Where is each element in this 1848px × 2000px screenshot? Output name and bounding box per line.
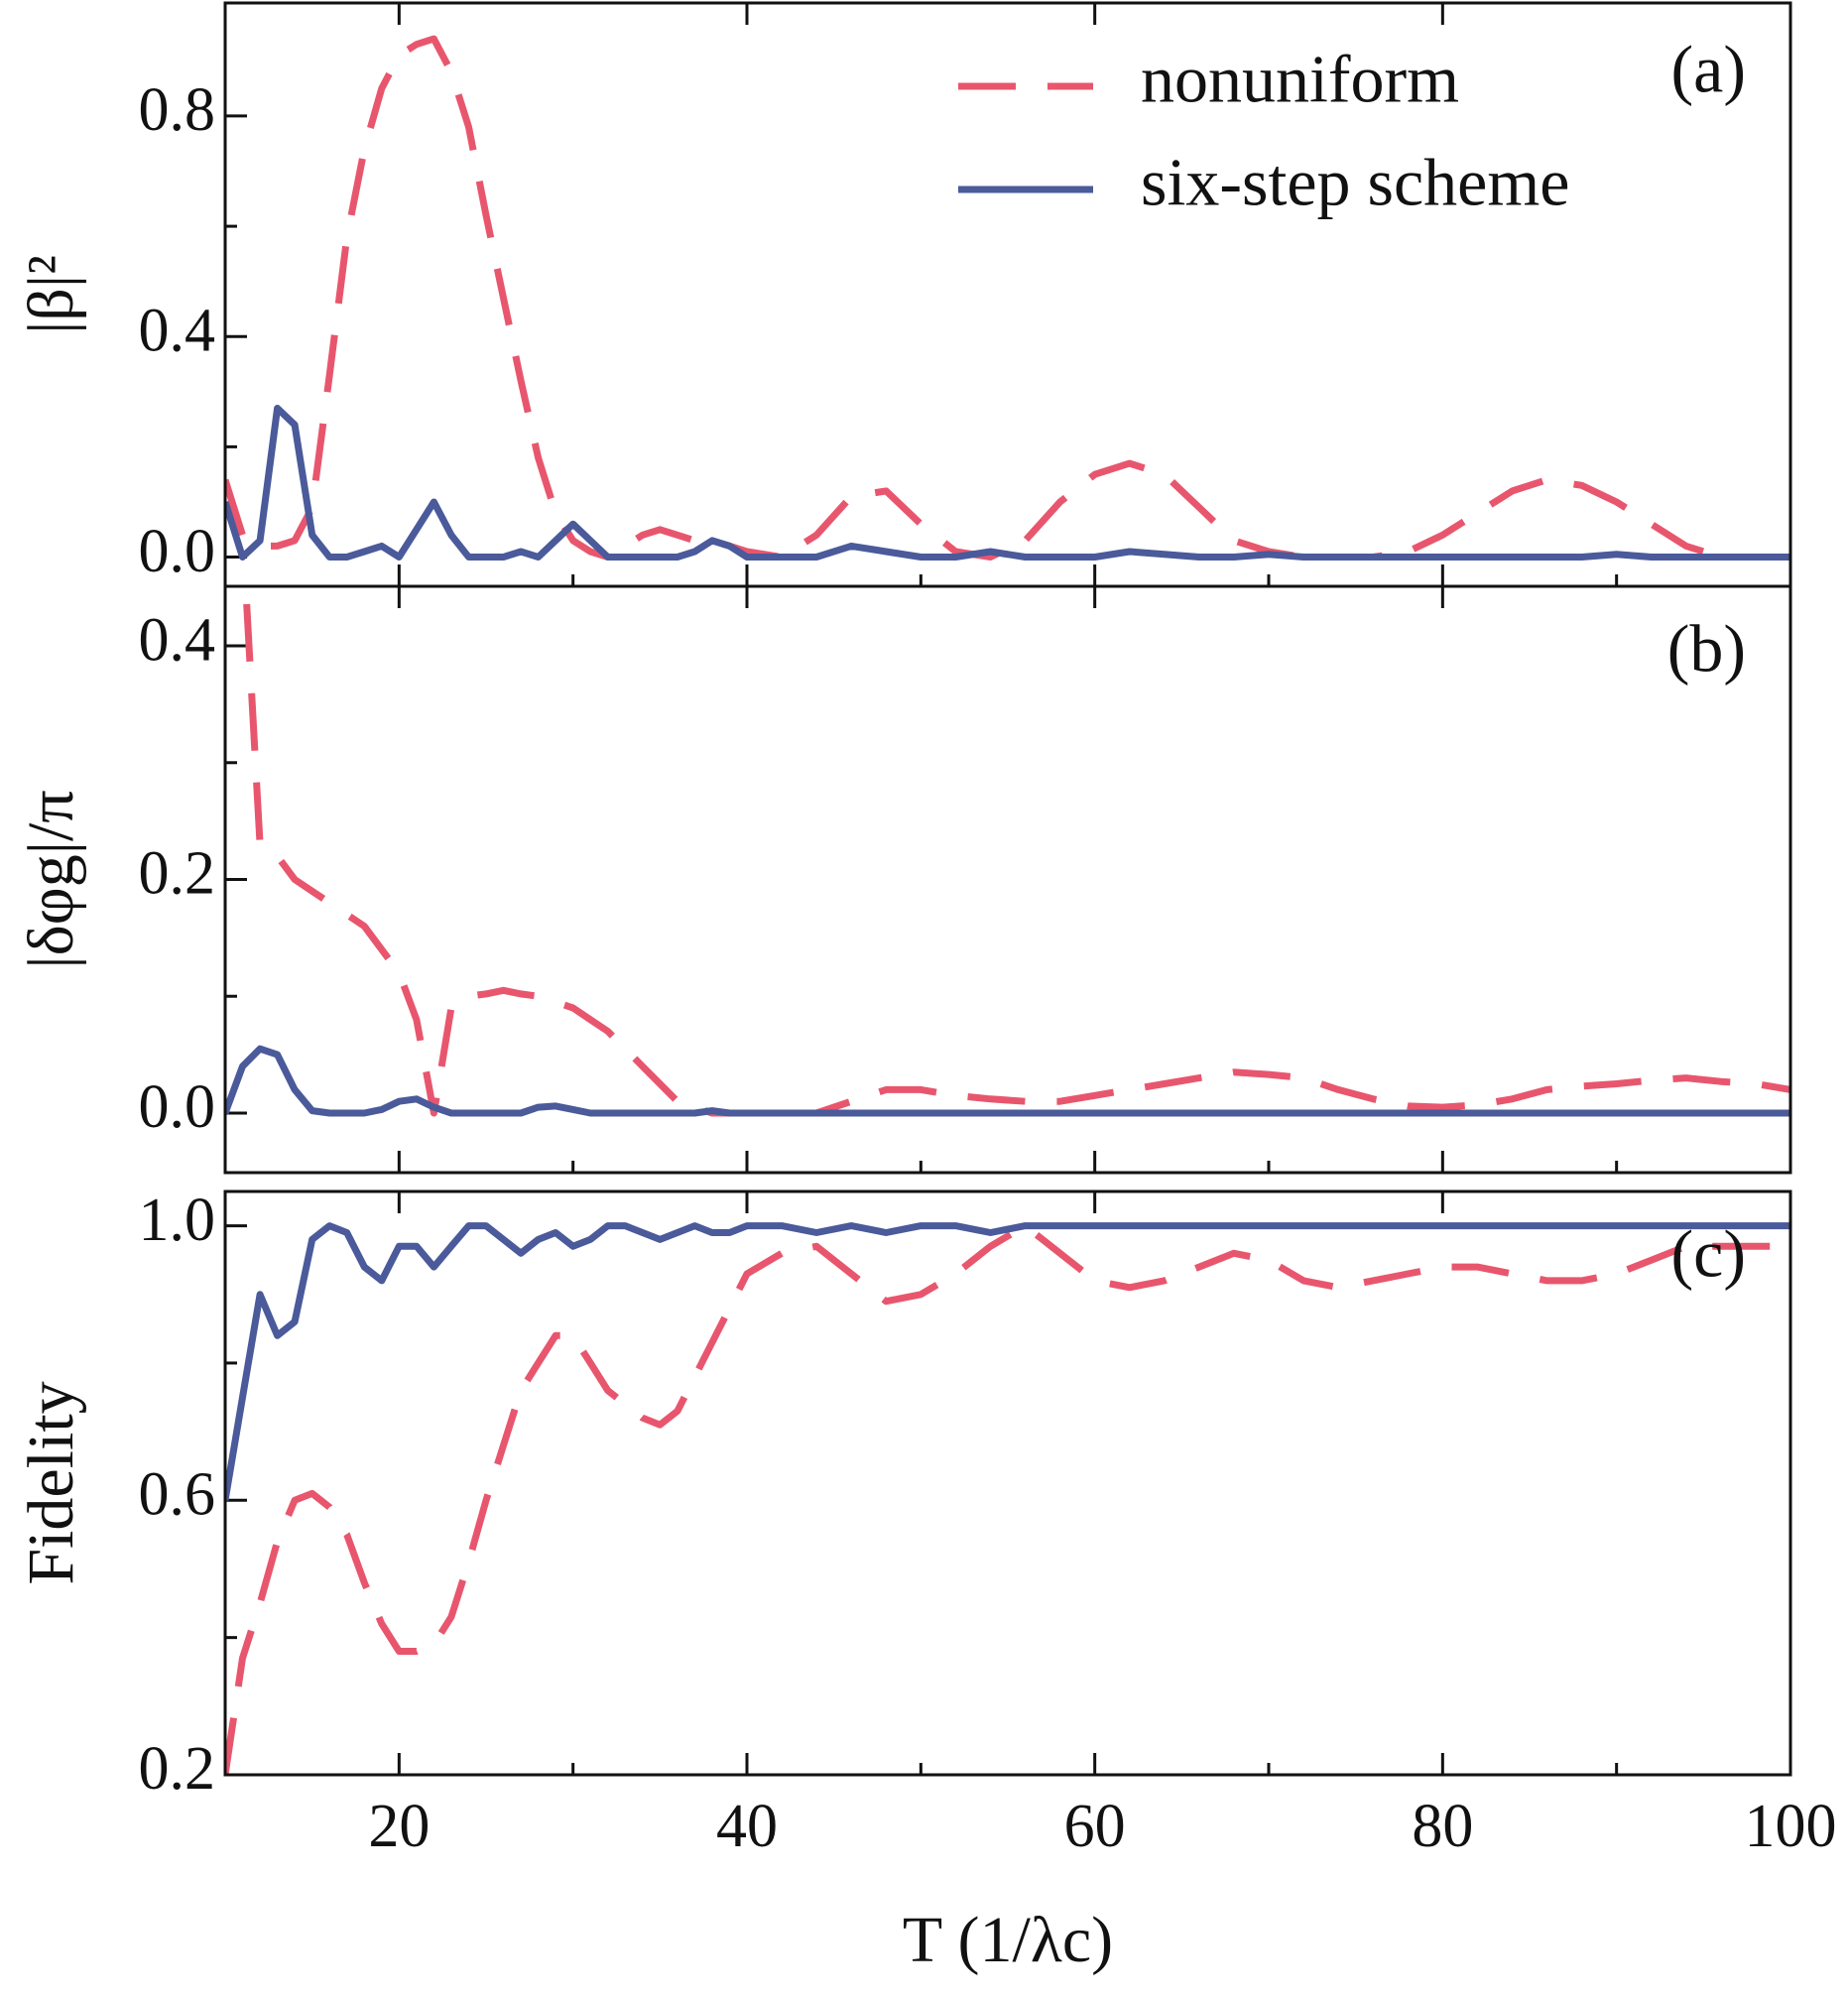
series-line — [225, 1045, 1790, 1117]
x-tick-label: 60 — [1064, 1793, 1126, 1860]
legend-label: six-step scheme — [1141, 145, 1569, 220]
x-tick-label: 100 — [1745, 1793, 1837, 1860]
series-line — [225, 1222, 1790, 1501]
x-axis-label: T (1/λc) — [903, 1904, 1113, 1976]
y-axis-label: Fidelity — [15, 1381, 87, 1584]
y-tick-label: 0.4 — [139, 606, 216, 674]
legend-label: nonuniform — [1141, 42, 1459, 117]
y-tick-label: 0.8 — [139, 76, 216, 144]
y-tick-label: 0.2 — [139, 1735, 216, 1803]
x-tick-label: 20 — [368, 1793, 430, 1860]
x-tick-label: 40 — [716, 1793, 778, 1860]
series-line — [225, 1222, 1790, 1775]
x-tick-label: 80 — [1412, 1793, 1473, 1860]
y-tick-label: 0.0 — [139, 518, 216, 585]
panel-label: (a) — [1671, 32, 1746, 107]
plot-frame — [223, 1, 1792, 588]
panel-label: (b) — [1667, 611, 1746, 687]
series-line — [225, 405, 1790, 561]
y-axis-label: |β|² — [15, 255, 87, 334]
plot-frame — [223, 1189, 1792, 1777]
y-tick-label: 0.6 — [139, 1461, 216, 1529]
plot-frame — [223, 584, 1792, 1175]
y-tick-label: 1.0 — [139, 1187, 216, 1254]
y-tick-label: 0.2 — [139, 840, 216, 908]
y-tick-label: 0.0 — [139, 1073, 216, 1141]
y-tick-label: 0.4 — [139, 297, 216, 364]
y-axis-label: |δφg|/π — [15, 790, 87, 968]
series-line — [225, 35, 1790, 561]
panel-label: (c) — [1671, 1216, 1746, 1292]
